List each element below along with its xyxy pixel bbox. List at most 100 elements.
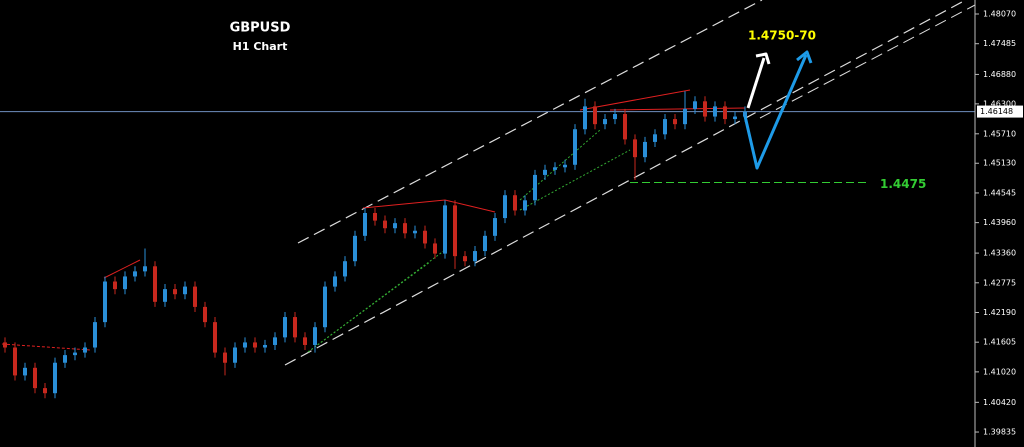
y-tick-label: 1.45710 <box>983 129 1016 138</box>
candle-body <box>483 235 487 252</box>
y-tick-label: 1.43360 <box>983 249 1016 258</box>
candle-body <box>33 367 37 389</box>
candle-body <box>233 347 237 363</box>
candle-body <box>63 355 67 363</box>
current-price-box <box>977 105 1023 118</box>
candle-body <box>703 101 707 117</box>
candle-body <box>533 174 537 201</box>
channel-upper <box>297 0 763 244</box>
candle-body <box>243 342 247 348</box>
candle-body <box>123 276 127 290</box>
candle-body <box>403 223 407 234</box>
candle-body <box>413 230 417 234</box>
y-tick-label: 1.39835 <box>983 428 1016 437</box>
candle-body <box>223 352 227 363</box>
candle-body <box>563 164 567 168</box>
candle-body <box>493 218 497 236</box>
y-tick-label: 1.46300 <box>983 99 1016 108</box>
candle-body <box>593 106 597 125</box>
candle-body <box>3 342 7 348</box>
candle-body <box>443 205 447 254</box>
channel-lower <box>284 0 967 366</box>
candle-body <box>553 167 557 170</box>
candle-body <box>303 337 307 345</box>
candle-body <box>313 327 317 345</box>
candle-body <box>583 106 587 130</box>
candle-body <box>103 281 107 323</box>
support-label: 1.4475 <box>880 177 926 191</box>
candle-body <box>713 106 717 117</box>
y-tick-label: 1.42775 <box>983 278 1016 287</box>
candle-body <box>453 205 457 257</box>
candle-body <box>13 347 17 376</box>
candle-body <box>603 119 607 125</box>
channel-mid <box>759 4 976 119</box>
candle-body <box>673 119 677 125</box>
candle-body <box>503 195 507 219</box>
candle-body <box>323 286 327 328</box>
plot <box>0 91 975 399</box>
candle-body <box>203 306 207 323</box>
y-tick-label: 1.45130 <box>983 159 1016 168</box>
candle-body <box>83 347 87 353</box>
candle-body <box>393 223 397 229</box>
candle-body <box>613 114 617 120</box>
y-tick-label: 1.42190 <box>983 308 1016 317</box>
candle-body <box>293 317 297 338</box>
y-tick-label: 1.43960 <box>983 218 1016 227</box>
candle-body <box>283 317 287 338</box>
candle-body <box>183 286 187 295</box>
candle-body <box>143 266 147 272</box>
candle-body <box>543 169 547 175</box>
y-tick-label: 1.41020 <box>983 367 1016 376</box>
trend-lines <box>1 89 746 351</box>
candle-body <box>573 129 577 165</box>
candle-body <box>363 212 367 236</box>
current-price-label: 1.46148 <box>980 107 1013 116</box>
y-tick-label: 1.48070 <box>983 10 1016 19</box>
candle-body <box>43 388 47 394</box>
candle-body <box>663 119 667 135</box>
candle-body <box>653 134 657 142</box>
candle-body <box>353 235 357 262</box>
candle-body <box>463 256 467 262</box>
candle-body <box>643 141 647 158</box>
y-tick-label: 1.40420 <box>983 398 1016 407</box>
y-tick-label: 1.44545 <box>983 188 1016 197</box>
candle-body <box>423 230 427 244</box>
candle-body <box>683 108 687 125</box>
candle-body <box>723 106 727 120</box>
candle-body <box>373 212 377 221</box>
candle-body <box>633 139 637 158</box>
candle-body <box>343 261 347 277</box>
target-label: 1.4750-70 <box>748 29 816 43</box>
y-tick-label: 1.41605 <box>983 338 1016 347</box>
candle-body <box>733 116 737 120</box>
arrows <box>743 50 813 170</box>
candle-body <box>253 342 257 348</box>
candle-body <box>93 322 97 348</box>
candle-body <box>153 266 157 302</box>
candle-body <box>53 362 57 394</box>
candle-body <box>133 271 137 277</box>
candle-body <box>213 322 217 353</box>
candle-body <box>263 344 267 348</box>
chart-title: GBPUSD <box>230 21 291 36</box>
candle-body <box>173 289 177 295</box>
candle-body <box>623 114 627 140</box>
candle-body <box>433 243 437 254</box>
candle-body <box>743 111 747 117</box>
candle-body <box>473 251 477 262</box>
y-tick-label: 1.47485 <box>983 39 1016 48</box>
y-tick-label: 1.46880 <box>983 70 1016 79</box>
candle-body <box>383 220 387 229</box>
candle-body <box>163 289 167 302</box>
candle-body <box>193 286 197 307</box>
chart-subtitle: H1 Chart <box>233 40 288 53</box>
candle-body <box>23 367 27 376</box>
candle-body <box>113 281 117 290</box>
candle-body <box>273 337 277 345</box>
